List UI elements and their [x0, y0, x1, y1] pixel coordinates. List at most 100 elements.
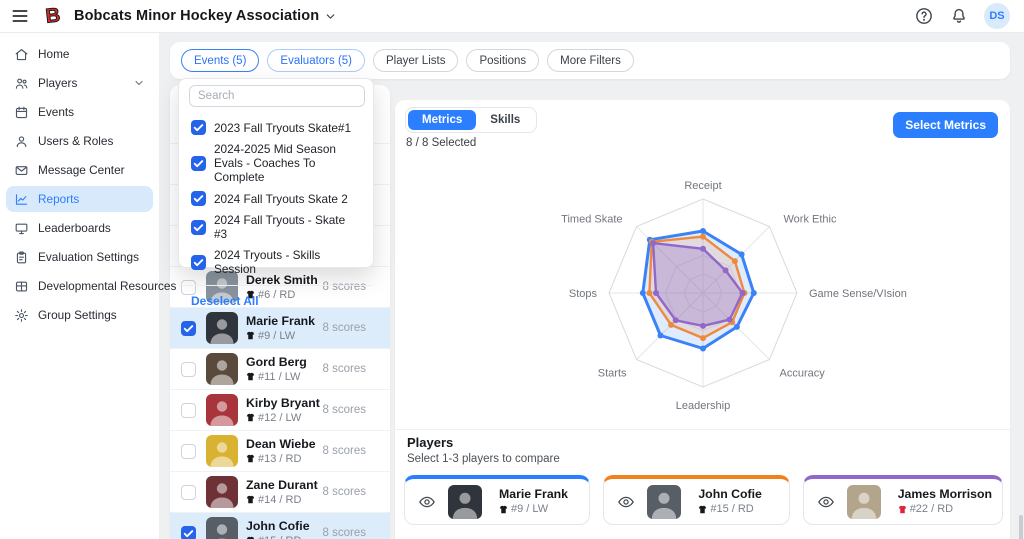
sidebar-item-message-center[interactable]: Message Center: [6, 157, 153, 183]
player-avatar: [206, 476, 238, 508]
sidebar-item-evaluation-settings[interactable]: Evaluation Settings: [6, 244, 153, 270]
sidebar-item-events[interactable]: Events: [6, 99, 153, 125]
topbar: B Bobcats Minor Hockey Association DS: [0, 0, 1024, 33]
sidebar-item-label: Developmental Resources: [38, 279, 176, 293]
checkbox[interactable]: [191, 120, 206, 135]
tab-skills[interactable]: Skills: [476, 110, 534, 130]
player-row-zane-durant[interactable]: Zane Durant#14 / RD8 scores: [170, 472, 390, 513]
checkbox[interactable]: [191, 255, 206, 270]
notifications-bell-icon[interactable]: [949, 6, 969, 26]
player-jersey: #14 / RD: [246, 493, 318, 507]
player-number-position: #14 / RD: [258, 493, 301, 507]
player-jersey: #22 / RD: [898, 502, 992, 516]
player-number-position: #13 / RD: [258, 452, 301, 466]
select-metrics-button[interactable]: Select Metrics: [893, 112, 998, 138]
scrollbar[interactable]: [1019, 515, 1023, 539]
filter-chip-more-filters[interactable]: More Filters: [547, 49, 634, 72]
sidebar-item-leaderboards[interactable]: Leaderboards: [6, 215, 153, 241]
jersey-icon: [246, 372, 255, 381]
eye-icon[interactable]: [415, 490, 439, 514]
filter-chip-positions[interactable]: Positions: [466, 49, 539, 72]
player-checkbox[interactable]: [181, 362, 196, 377]
help-icon[interactable]: [914, 6, 934, 26]
event-option-label: 2024-2025 Mid Season Evals - Coaches To …: [214, 142, 361, 184]
filter-chip-player-lists[interactable]: Player Lists: [373, 49, 458, 72]
checkbox[interactable]: [191, 156, 206, 171]
compare-card-marie-frank[interactable]: Marie Frank#9 / LW: [404, 475, 590, 525]
compare-card-james-morrison[interactable]: James Morrison#22 / RD: [803, 475, 1003, 525]
chevron-down-icon: [324, 10, 337, 23]
player-info: Kirby Bryant#12 / LW: [246, 396, 320, 425]
player-jersey: #13 / RD: [246, 452, 316, 466]
event-option[interactable]: 2024 Tryouts - Skills Session: [191, 248, 361, 276]
players-icon: [14, 76, 29, 91]
player-avatar: [448, 485, 482, 519]
checkbox[interactable]: [191, 191, 206, 206]
player-scores: 8 scores: [323, 486, 366, 498]
hamburger-menu-icon[interactable]: [10, 6, 30, 26]
radar-chart: ReceiptWork EthicGame Sense/VIsionAccura…: [493, 163, 913, 423]
player-name: Gord Berg: [246, 355, 307, 370]
player-name: Dean Wiebe: [246, 437, 316, 452]
sidebar-item-players[interactable]: Players: [6, 70, 153, 96]
tab-metrics[interactable]: Metrics: [408, 110, 476, 130]
player-scores: 8 scores: [323, 404, 366, 416]
player-scores: 8 scores: [323, 527, 366, 539]
svg-text:Leadership: Leadership: [676, 400, 730, 412]
event-option[interactable]: 2024 Fall Tryouts - Skate #3: [191, 213, 361, 241]
event-option[interactable]: 2024-2025 Mid Season Evals - Coaches To …: [191, 142, 361, 184]
svg-text:Timed Skate: Timed Skate: [561, 214, 622, 226]
gear-icon: [14, 308, 29, 323]
sidebar-item-label: Players: [38, 76, 77, 90]
events-filter-dropdown: 2023 Fall Tryouts Skate#1 2024-2025 Mid S…: [178, 78, 374, 268]
grid-icon: [14, 279, 29, 294]
player-jersey: #9 / LW: [499, 502, 568, 516]
player-checkbox[interactable]: [181, 526, 196, 539]
user-avatar[interactable]: DS: [984, 3, 1010, 29]
search-input[interactable]: [189, 85, 365, 107]
player-row-john-cofie[interactable]: John Cofie#15 / RD 8 scores: [170, 513, 390, 539]
player-avatar: [647, 485, 681, 519]
player-info: Gord Berg#11 / LW: [246, 355, 307, 384]
svg-text:Starts: Starts: [598, 368, 627, 380]
sidebar-item-group-settings[interactable]: Group Settings: [6, 302, 153, 328]
user-icon: [14, 134, 29, 149]
svg-text:Receipt: Receipt: [684, 180, 721, 192]
compare-cards: Marie Frank#9 / LW John Cofie#15 / RD Jame…: [404, 475, 1003, 525]
event-option-label: 2023 Fall Tryouts Skate#1: [214, 121, 351, 135]
checkbox[interactable]: [191, 220, 206, 235]
sidebar-item-home[interactable]: Home: [6, 41, 153, 67]
compare-card-john-cofie[interactable]: John Cofie#15 / RD: [603, 475, 789, 525]
event-option[interactable]: 2023 Fall Tryouts Skate#1: [191, 120, 361, 135]
sidebar: Home Players Events Users & Roles Message Ce…: [0, 33, 160, 539]
filter-chip-events-5[interactable]: Events (5): [181, 49, 259, 72]
sidebar-item-reports[interactable]: Reports: [6, 186, 153, 212]
svg-text:Work Ethic: Work Ethic: [784, 214, 837, 226]
player-checkbox[interactable]: [181, 444, 196, 459]
player-row-gord-berg[interactable]: Gord Berg#11 / LW 8 scores: [170, 349, 390, 390]
clipboard-icon: [14, 250, 29, 265]
sidebar-item-developmental-resources[interactable]: Developmental Resources: [6, 273, 153, 299]
player-number-position: #15 / RD: [710, 502, 753, 516]
eye-icon[interactable]: [614, 490, 638, 514]
eye-icon[interactable]: [814, 490, 838, 514]
filter-chip-evaluators-5[interactable]: Evaluators (5): [267, 49, 365, 72]
app-root: B Bobcats Minor Hockey Association DS Ho…: [0, 0, 1024, 539]
player-row-dean-wiebe[interactable]: Dean Wiebe#13 / RD8 scores: [170, 431, 390, 472]
player-checkbox[interactable]: [181, 321, 196, 336]
event-option[interactable]: 2024 Fall Tryouts Skate 2: [191, 191, 361, 206]
event-option-label: 2024 Fall Tryouts - Skate #3: [214, 213, 361, 241]
player-number-position: #22 / RD: [910, 502, 953, 516]
jersey-icon: [246, 495, 255, 504]
player-avatar: [206, 435, 238, 467]
deselect-all-link[interactable]: Deselect All: [179, 286, 373, 316]
player-checkbox[interactable]: [181, 403, 196, 418]
jersey-icon: [898, 505, 907, 514]
player-checkbox[interactable]: [181, 485, 196, 500]
sidebar-item-users-roles[interactable]: Users & Roles: [6, 128, 153, 154]
player-info: John Cofie#15 / RD: [246, 519, 310, 539]
player-row-kirby-bryant[interactable]: Kirby Bryant#12 / LW8 scores: [170, 390, 390, 431]
org-switcher[interactable]: Bobcats Minor Hockey Association: [74, 8, 337, 24]
player-scores: 8 scores: [323, 363, 366, 375]
metrics-skills-tabs: MetricsSkills: [405, 107, 537, 133]
